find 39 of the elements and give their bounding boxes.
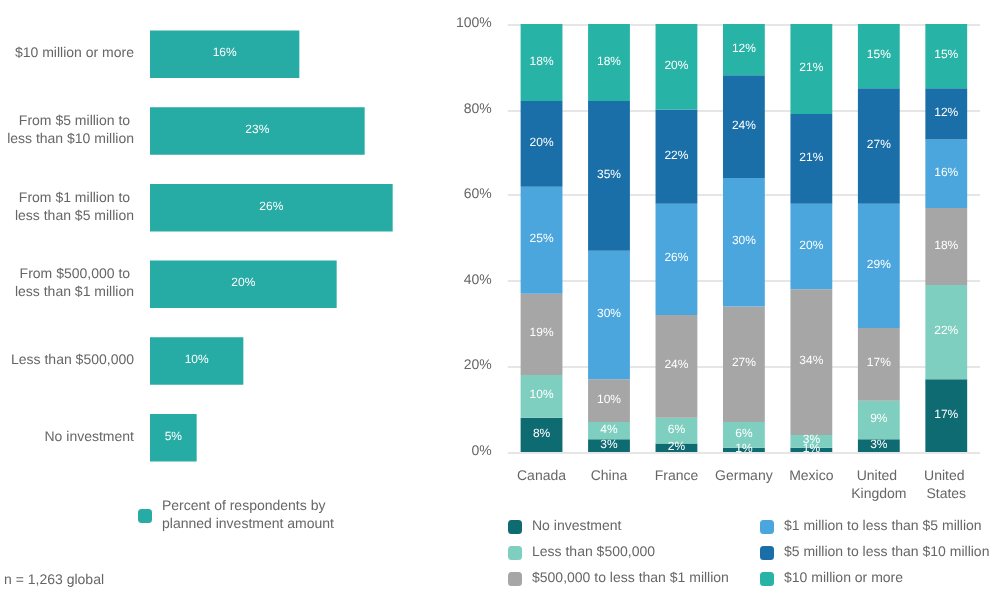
bar [790,203,833,290]
bar [520,186,563,294]
bar [520,293,563,375]
bar [857,400,900,440]
bar [150,30,300,79]
bar [588,379,630,423]
bar [925,24,968,89]
bar [790,113,833,204]
bar [655,24,698,110]
bar [588,250,630,380]
bar [150,413,197,462]
bar [857,327,900,401]
bar [150,260,337,309]
bar [925,285,968,380]
bar [722,306,765,423]
bar [790,24,833,114]
bar [150,183,393,232]
bar [925,208,968,286]
bar [722,178,765,307]
bar [857,203,900,328]
bar [150,337,244,385]
bar [588,24,630,102]
bar [520,101,563,187]
bar [588,101,630,251]
bar [722,24,765,76]
bar [520,374,563,418]
bar [790,289,833,435]
bar [150,107,365,155]
bar [925,379,968,452]
bar [655,315,698,418]
bar [722,75,765,179]
bar [857,24,900,89]
bar [655,109,698,204]
bar [925,88,968,140]
bar [655,203,698,316]
bar [925,139,968,209]
bar [520,417,563,452]
bar [520,24,563,102]
bar [857,88,900,204]
